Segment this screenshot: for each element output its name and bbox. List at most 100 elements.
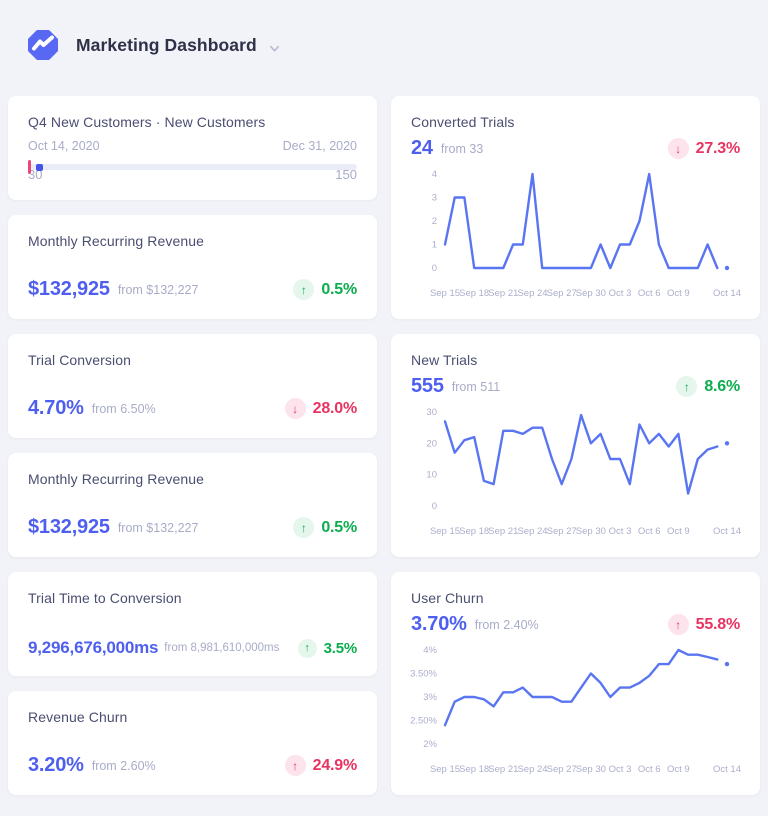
svg-text:Sep 30: Sep 30 — [576, 526, 606, 537]
metric-value: 3.20% — [28, 754, 84, 776]
arrow-up-icon: ↑ — [284, 755, 306, 776]
svg-text:Oct 3: Oct 3 — [609, 526, 632, 537]
metric-previous: from 2.40% — [474, 617, 539, 632]
svg-text:Sep 30: Sep 30 — [576, 288, 606, 299]
metric-value: 555 — [411, 375, 444, 397]
delta-percent: 8.6% — [704, 377, 740, 395]
svg-text:Sep 21: Sep 21 — [488, 288, 518, 299]
svg-text:0: 0 — [432, 263, 437, 274]
card-title: User Churn — [411, 590, 484, 606]
card-monthly-recurring-revenue-1[interactable]: Monthly Recurring Revenue $132,925 from … — [8, 215, 377, 319]
left-column: Q4 New Customers · New Customers Oct 14,… — [8, 96, 377, 795]
delta-badge: ↑ 55.8% — [667, 614, 740, 635]
svg-text:Sep 18: Sep 18 — [459, 526, 489, 537]
delta-badge: ↑ 0.5% — [293, 517, 357, 538]
svg-text:Oct 9: Oct 9 — [667, 288, 690, 299]
metric-previous: from 511 — [451, 379, 501, 394]
delta-percent: 27.3% — [695, 139, 741, 157]
card-title: Revenue Churn — [28, 709, 128, 725]
svg-text:Oct 14: Oct 14 — [713, 288, 741, 299]
svg-text:20: 20 — [426, 438, 437, 449]
card-user-churn[interactable]: User Churn 3.70% from 2.40% ↑ 55.8% 2% 2.… — [391, 572, 760, 795]
delta-badge: ↓ 27.3% — [667, 138, 741, 159]
svg-text:10: 10 — [426, 470, 437, 481]
metric-value: 24 — [411, 137, 433, 159]
card-new-trials[interactable]: New Trials 555 from 511 ↑ 8.6% 0 10 20 30 Se… — [391, 334, 760, 557]
card-title: Q4 New Customers · New Customers — [28, 114, 266, 130]
arrow-up-icon: ↑ — [293, 279, 315, 300]
dashboard-selector[interactable]: Marketing Dashboard — [76, 35, 280, 56]
slider-current-marker — [28, 160, 31, 174]
svg-text:Sep 21: Sep 21 — [488, 764, 518, 775]
svg-text:1: 1 — [432, 240, 437, 251]
metric-value: 4.70% — [28, 397, 84, 419]
card-title: Trial Conversion — [28, 352, 132, 368]
svg-text:3.50%: 3.50% — [410, 669, 437, 680]
delta-percent: 24.9% — [312, 756, 358, 774]
svg-text:3: 3 — [432, 193, 437, 204]
card-converted-trials[interactable]: Converted Trials 24 from 33 ↓ 27.3% 0 1 2 3… — [391, 96, 760, 319]
date-range-slider[interactable] — [28, 160, 357, 174]
svg-text:Sep 24: Sep 24 — [517, 764, 547, 775]
slider-track[interactable] — [28, 164, 357, 170]
card-revenue-churn[interactable]: Revenue Churn 3.20% from 2.60% ↑ 24.9% — [8, 691, 377, 795]
arrow-up-icon: ↑ — [667, 614, 689, 635]
svg-text:Sep 27: Sep 27 — [547, 288, 577, 299]
svg-text:Sep 21: Sep 21 — [488, 526, 518, 537]
svg-text:Sep 27: Sep 27 — [547, 526, 577, 537]
range-end-date: Dec 31, 2020 — [282, 139, 357, 153]
metric-previous: from 33 — [440, 141, 484, 156]
svg-text:Sep 18: Sep 18 — [459, 764, 489, 775]
arrow-up-icon: ↑ — [297, 638, 317, 658]
svg-text:Sep 24: Sep 24 — [517, 288, 547, 299]
dashboard-grid: Q4 New Customers · New Customers Oct 14,… — [0, 96, 768, 795]
card-title: Monthly Recurring Revenue — [28, 233, 205, 249]
card-monthly-recurring-revenue-2[interactable]: Monthly Recurring Revenue $132,925 from … — [8, 453, 377, 557]
delta-badge: ↑ 3.5% — [297, 638, 357, 658]
delta-badge: ↓ 28.0% — [284, 398, 358, 419]
svg-text:Oct 9: Oct 9 — [667, 526, 690, 537]
metric-previous: from 2.60% — [91, 758, 156, 773]
arrow-down-icon: ↓ — [667, 138, 689, 159]
page-title: Marketing Dashboard — [76, 34, 257, 55]
delta-percent: 0.5% — [321, 280, 357, 298]
slider-handle[interactable] — [36, 163, 43, 171]
right-column: Converted Trials 24 from 33 ↓ 27.3% 0 1 2 3… — [391, 96, 760, 795]
delta-badge: ↑ 8.6% — [676, 376, 740, 397]
card-title: Trial Time to Conversion — [28, 590, 182, 606]
card-trial-conversion[interactable]: Trial Conversion 4.70% from 6.50% ↓ 28.0… — [8, 334, 377, 438]
converted-trials-chart: 0 1 2 3 4 Sep 15 Sep 18 Sep 21 Sep 24 Sep 27 Sep 3… — [411, 164, 741, 304]
metric-value: 9,296,676,000ms — [28, 638, 159, 657]
svg-text:0: 0 — [432, 501, 437, 512]
metric-previous: from 8,981,610,000ms — [164, 642, 280, 654]
delta-badge: ↑ 0.5% — [293, 279, 357, 300]
svg-text:Oct 3: Oct 3 — [609, 288, 632, 299]
arrow-up-icon: ↑ — [676, 376, 698, 397]
svg-text:30: 30 — [426, 407, 437, 418]
chevron-down-icon — [269, 41, 280, 52]
card-title: Converted Trials — [411, 114, 515, 130]
range-start-date: Oct 14, 2020 — [28, 139, 100, 153]
card-q4-new-customers[interactable]: Q4 New Customers · New Customers Oct 14,… — [8, 96, 377, 200]
svg-text:Oct 14: Oct 14 — [713, 764, 741, 775]
svg-text:Sep 15: Sep 15 — [430, 526, 460, 537]
svg-text:4: 4 — [432, 169, 437, 180]
card-trial-time-to-conversion[interactable]: Trial Time to Conversion 9,296,676,000ms… — [8, 572, 377, 676]
new-trials-chart: 0 10 20 30 Sep 15 Sep 18 Sep 21 Sep 24 Sep 27 Sep… — [411, 402, 741, 542]
svg-text:4%: 4% — [423, 645, 437, 656]
app-header: Marketing Dashboard — [0, 0, 768, 96]
card-title: New Trials — [411, 352, 478, 368]
metric-previous: from $132,227 — [117, 520, 199, 535]
metric-value: $132,925 — [28, 278, 110, 300]
svg-text:Oct 9: Oct 9 — [667, 764, 690, 775]
delta-badge: ↑ 24.9% — [284, 755, 358, 776]
delta-percent: 28.0% — [312, 399, 358, 417]
range-max: 150 — [335, 167, 357, 182]
metric-value: 3.70% — [411, 613, 467, 635]
arrow-down-icon: ↓ — [284, 398, 306, 419]
metric-previous: from 6.50% — [91, 401, 156, 416]
app-logo-icon — [28, 30, 58, 60]
delta-percent: 0.5% — [321, 518, 357, 536]
arrow-up-icon: ↑ — [293, 517, 315, 538]
svg-text:2%: 2% — [423, 739, 437, 750]
